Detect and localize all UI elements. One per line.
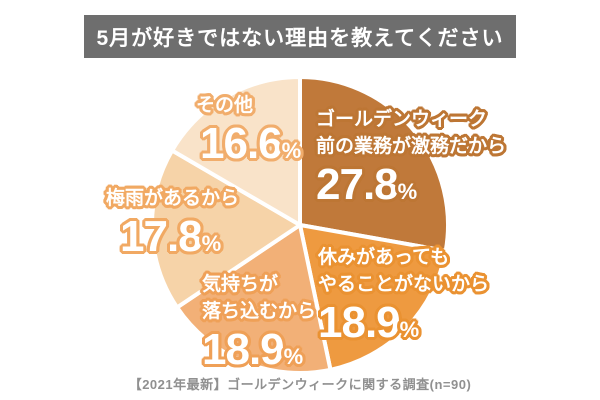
- pie-slice-label-feel-down: 気持ちが 落ち込むから 18.9%: [202, 271, 316, 372]
- slice-percent: 27.8%: [316, 160, 418, 209]
- pie-slice-label-goldenweek-work: ゴールデンウィーク 前の業務が激務だから 27.8%: [316, 106, 506, 207]
- pie-slice-label-rainy-season: 梅雨があるから 17.8%: [106, 185, 239, 259]
- slice-label-line: 前の業務が激務だから: [316, 136, 507, 157]
- slice-percent: 17.8%: [120, 212, 222, 261]
- pie-slice: [298, 223, 448, 372]
- pie-slice: [149, 148, 302, 310]
- pie-slice: [298, 75, 450, 253]
- slice-label-line: 落ち込むから: [202, 301, 317, 322]
- slice-label-line: 気持ちが: [202, 274, 279, 295]
- slice-percent: 18.9%: [318, 298, 420, 347]
- slice-percent: 18.9%: [202, 325, 304, 374]
- source-note: 【2021年最新】ゴールデンウィークに関する調査(n=90): [128, 377, 472, 392]
- pie-slice: [175, 223, 333, 375]
- slice-label-line: ゴールデンウィーク: [316, 109, 488, 130]
- pie-slice: [170, 75, 302, 227]
- pie-slice-label-other: その他 16.6%: [196, 92, 301, 166]
- slice-label-line: その他: [196, 95, 254, 116]
- slice-percent: 16.6%: [200, 119, 302, 168]
- slice-label-line: 休みがあっても: [318, 247, 450, 268]
- pie-slice-label-nothing-to-do: 休みがあっても やることがないから 18.9%: [318, 244, 489, 345]
- chart-title-bar: 5月が好きではない理由を教えてください: [84, 15, 516, 58]
- slice-label-line: 梅雨があるから: [106, 188, 240, 209]
- slice-label-line: やることがないから: [318, 274, 490, 295]
- chart-title: 5月が好きではない理由を教えてください: [96, 26, 504, 50]
